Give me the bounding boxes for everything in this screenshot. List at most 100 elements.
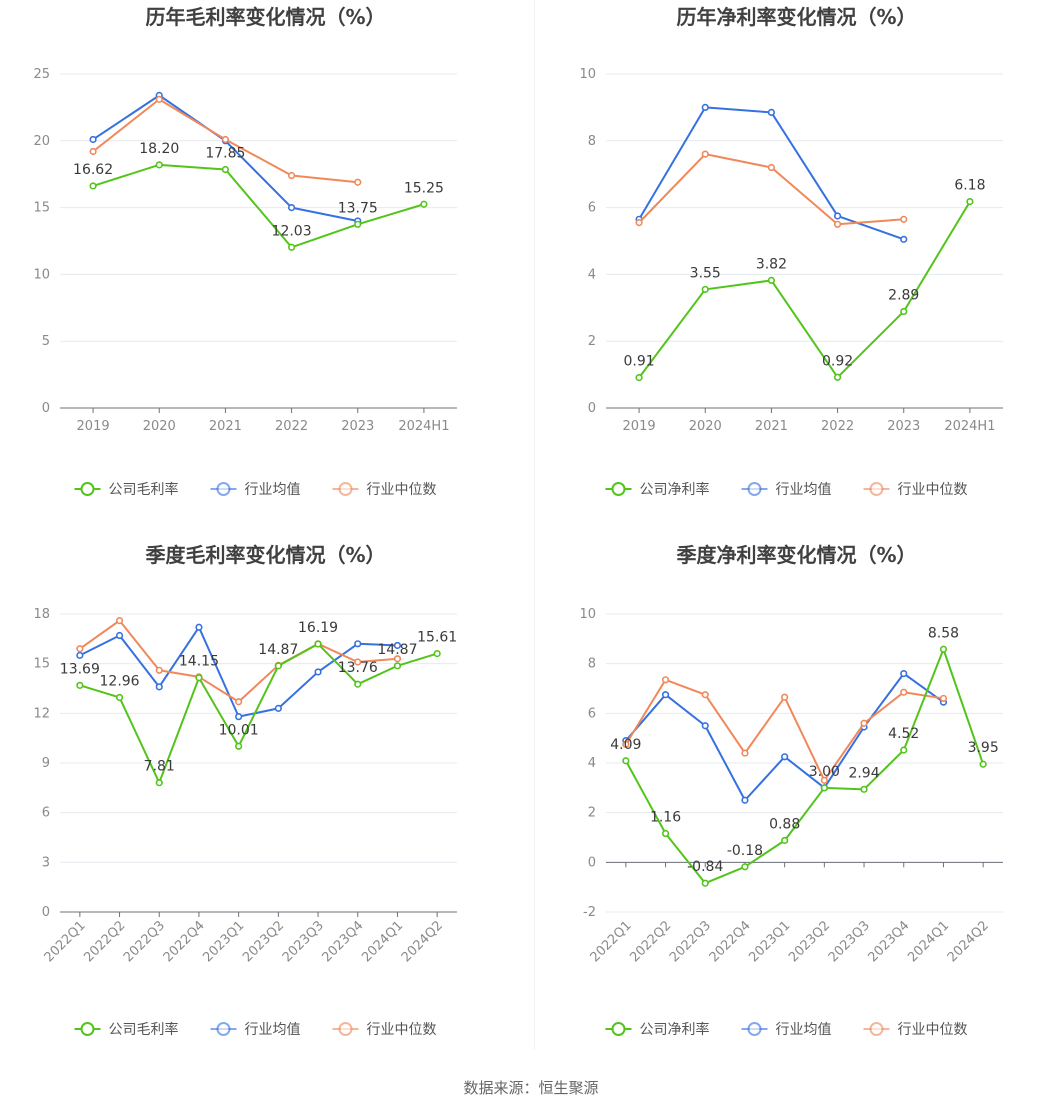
legend-item[interactable]: 公司毛利率 xyxy=(74,1021,179,1038)
data-label: 14.15 xyxy=(179,654,219,670)
chart-title: 历年净利率变化情况（%） xyxy=(676,5,916,29)
data-point xyxy=(155,683,163,691)
legend-label: 行业均值 xyxy=(245,1022,301,1038)
x-tick-label: 2024Q2 xyxy=(399,918,446,965)
data-point xyxy=(900,746,908,754)
legend-item[interactable]: 公司净利率 xyxy=(605,481,710,498)
legend-marker-icon xyxy=(338,482,353,496)
data-point xyxy=(195,674,203,682)
y-tick-label: 25 xyxy=(33,67,50,82)
data-point xyxy=(833,373,842,381)
chart-svg: 季度毛利率变化情况（%） 0 3 6 9 12 15 18 2022Q12022Q22022Q3… xyxy=(33,543,457,1038)
y-tick-label: 10 xyxy=(33,267,50,282)
data-point xyxy=(89,182,97,190)
data-point xyxy=(314,640,322,648)
data-point xyxy=(900,688,908,696)
series-line xyxy=(638,106,905,241)
legend-item[interactable]: 行业中位数 xyxy=(332,1022,437,1038)
x-tick-label: 2020 xyxy=(143,419,176,434)
chart-quarterly-gross-margin: 季度毛利率变化情况（%） 0 3 6 9 12 15 18 2022Q1 2022Q2 2022Q3… xyxy=(0,538,531,1058)
y-tick-label: 15 xyxy=(33,657,50,672)
legend-item[interactable]: 行业中位数 xyxy=(863,1022,968,1038)
data-label: 4.09 xyxy=(610,737,641,753)
x-tick-label: 2022Q1 xyxy=(42,918,89,965)
data-point xyxy=(354,658,362,666)
data-label: 14.87 xyxy=(258,642,298,658)
legend-label: 公司净利率 xyxy=(640,481,710,498)
data-point xyxy=(900,307,908,316)
data-point xyxy=(354,178,362,186)
data-label: -0.84 xyxy=(687,859,723,875)
y-tick-label: 15 xyxy=(33,201,50,216)
legend-marker-icon xyxy=(611,482,626,496)
legend-item[interactable]: 行业均值 xyxy=(210,1022,301,1038)
y-tick-label: 0 xyxy=(42,401,50,416)
legend-item[interactable]: 行业均值 xyxy=(741,482,832,498)
series-line xyxy=(638,201,971,379)
data-label: 8.58 xyxy=(928,625,959,641)
x-tick-label: 2023Q1 xyxy=(746,918,793,965)
data-point xyxy=(622,740,630,748)
x-tick-label: 2022Q2 xyxy=(81,918,128,965)
legend-marker-icon xyxy=(80,1022,95,1036)
panel-divider xyxy=(534,0,535,1050)
legend-item[interactable]: 行业均值 xyxy=(741,1022,832,1038)
data-point xyxy=(235,698,243,706)
chart-annual-net-margin: 历年净利率变化情况（%） 0 2 4 6 8 10 2019 2020 2021 2022 2023 2… xyxy=(531,0,1062,520)
data-point xyxy=(900,215,908,223)
legend-label: 行业中位数 xyxy=(898,482,968,498)
data-point xyxy=(701,103,709,111)
chart-annual-gross-margin: 历年毛利率变化情况（%） 0 5 10 15 20 25 2019 2020 2021 2022 20… xyxy=(0,0,531,520)
data-label: 17.85 xyxy=(205,146,245,162)
x-tick-label: 2023Q4 xyxy=(865,918,912,965)
series-line xyxy=(624,648,985,885)
legend-marker-icon xyxy=(216,482,231,496)
x-tick-label: 2023Q1 xyxy=(200,918,247,965)
data-point xyxy=(393,662,402,670)
legend-marker-icon xyxy=(747,1022,762,1036)
data-source-text: 数据来源：恒生聚源 xyxy=(463,1079,599,1097)
data-point xyxy=(354,680,362,688)
data-label: 16.62 xyxy=(73,162,113,178)
legend-marker-icon xyxy=(611,1022,626,1036)
legend-item[interactable]: 行业中位数 xyxy=(332,482,437,498)
data-point xyxy=(274,704,282,712)
legend-label: 公司毛利率 xyxy=(109,481,179,498)
legend-item[interactable]: 行业均值 xyxy=(210,482,301,498)
y-tick-label: 4 xyxy=(588,756,596,771)
legend-label: 行业中位数 xyxy=(367,482,437,498)
data-point xyxy=(155,666,163,674)
data-label: 0.91 xyxy=(623,354,654,370)
data-point xyxy=(661,829,670,838)
chart-svg: 季度净利率变化情况（%）-202468102022Q12022Q22022Q32… xyxy=(579,543,1003,1038)
y-tick-label: 8 xyxy=(588,134,596,149)
y-tick-label: 12 xyxy=(33,706,50,721)
data-label: 1.16 xyxy=(650,810,681,826)
data-label: -0.18 xyxy=(727,843,763,859)
data-point xyxy=(741,863,749,871)
x-tick-label: 2023 xyxy=(341,419,374,434)
y-tick-label: 20 xyxy=(33,134,50,149)
x-tick-label: 2022 xyxy=(821,419,854,434)
y-tick-label: 18 xyxy=(33,607,50,622)
data-point xyxy=(433,649,441,658)
data-label: 3.00 xyxy=(809,764,840,780)
data-point xyxy=(701,722,709,730)
data-point xyxy=(701,285,709,294)
data-point xyxy=(195,623,203,631)
legend-item[interactable]: 行业中位数 xyxy=(863,482,968,498)
data-point xyxy=(287,204,296,212)
x-tick-label: 2023Q3 xyxy=(280,918,327,965)
data-label: 13.76 xyxy=(338,660,378,676)
chart-quarterly-net-margin: 季度净利率变化情况（%） -2 0 2 4 6 8 10 2022Q1 2022Q2 2022Q3 2… xyxy=(531,538,1062,1058)
data-point xyxy=(939,694,948,703)
data-label: 0.88 xyxy=(769,816,800,832)
x-tick-label: 2023Q2 xyxy=(240,918,287,965)
chart-title: 历年毛利率变化情况（%） xyxy=(145,5,385,29)
legend-item[interactable]: 公司毛利率 xyxy=(74,481,179,498)
data-label: 2.94 xyxy=(848,765,879,781)
data-point xyxy=(966,197,974,206)
legend-item[interactable]: 公司净利率 xyxy=(605,1021,710,1038)
data-label: 18.20 xyxy=(139,141,179,157)
data-point xyxy=(89,147,97,156)
